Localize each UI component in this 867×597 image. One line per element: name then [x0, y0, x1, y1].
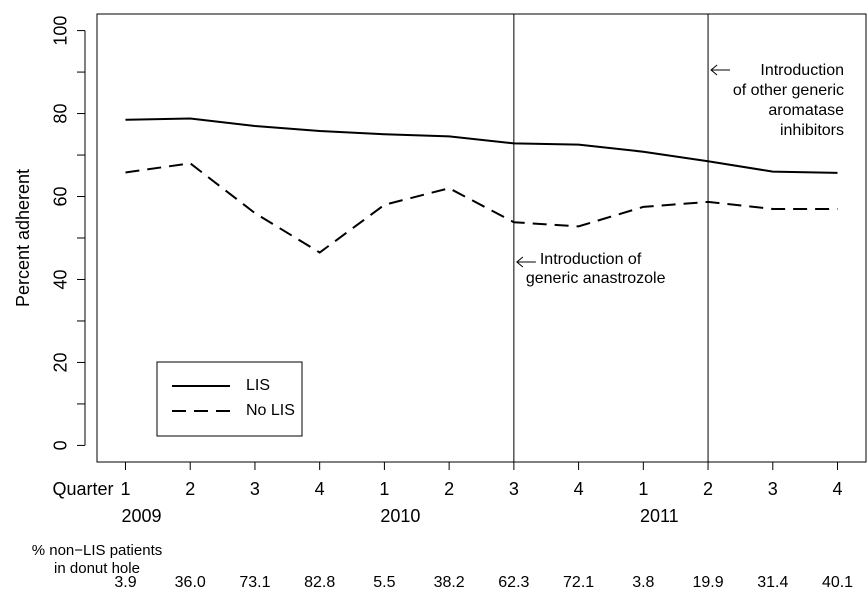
- x-tick-label: 2: [444, 479, 454, 499]
- legend-label: LIS: [246, 377, 270, 394]
- donut-value: 5.5: [373, 574, 395, 591]
- x-tick-label: 3: [509, 479, 519, 499]
- x-tick-label: 4: [574, 479, 584, 499]
- annotation: Introduction of: [540, 251, 642, 268]
- donut-value: 31.4: [757, 574, 788, 591]
- arrow: [516, 256, 536, 268]
- arrow: [710, 64, 731, 76]
- x-tick-prefix: Quarter: [52, 479, 113, 499]
- x-tick-label: 1: [638, 479, 648, 499]
- donut-value: 3.8: [632, 574, 654, 591]
- y-tick-label: 0: [51, 440, 71, 450]
- y-tick-label: 100: [51, 16, 71, 46]
- x-tick-label: 4: [315, 479, 325, 499]
- x-tick-label: 1: [379, 479, 389, 499]
- legend-box: [156, 361, 303, 437]
- y-tick-label: 40: [51, 269, 71, 289]
- year-label: 2010: [380, 506, 420, 526]
- year-label: 2009: [121, 506, 161, 526]
- legend-label: No LIS: [246, 402, 295, 419]
- donut-value: 3.9: [114, 574, 136, 591]
- annotation: of other generic: [733, 82, 844, 99]
- donut-value: 72.1: [563, 574, 594, 591]
- x-tick-label: 3: [250, 479, 260, 499]
- donut-value: 62.3: [498, 574, 529, 591]
- annotation: Introduction: [760, 62, 844, 79]
- x-tick-label: 4: [833, 479, 843, 499]
- x-tick-label: 3: [768, 479, 778, 499]
- row-label: % non−LIS patients: [32, 542, 163, 559]
- annotation: generic anastrozole: [526, 270, 666, 287]
- y-axis-label: Percent adherent: [13, 169, 33, 307]
- x-tick-label: 1: [120, 479, 130, 499]
- donut-value: 40.1: [822, 574, 853, 591]
- donut-value: 73.1: [239, 574, 270, 591]
- donut-value: 38.2: [434, 574, 465, 591]
- x-tick-label: 2: [703, 479, 713, 499]
- donut-value: 82.8: [304, 574, 335, 591]
- annotation: aromatase: [768, 102, 844, 119]
- y-tick-label: 80: [51, 104, 71, 124]
- donut-value: 36.0: [175, 574, 206, 591]
- row-label: in donut hole: [54, 560, 140, 577]
- series-line: [125, 117, 838, 174]
- x-tick-label: 2: [185, 479, 195, 499]
- year-label: 2011: [640, 506, 679, 526]
- y-tick-label: 60: [51, 187, 71, 207]
- donut-value: 19.9: [692, 574, 723, 591]
- series-line: [125, 162, 838, 254]
- y-tick-label: 20: [51, 352, 71, 372]
- annotation: inhibitors: [780, 122, 844, 139]
